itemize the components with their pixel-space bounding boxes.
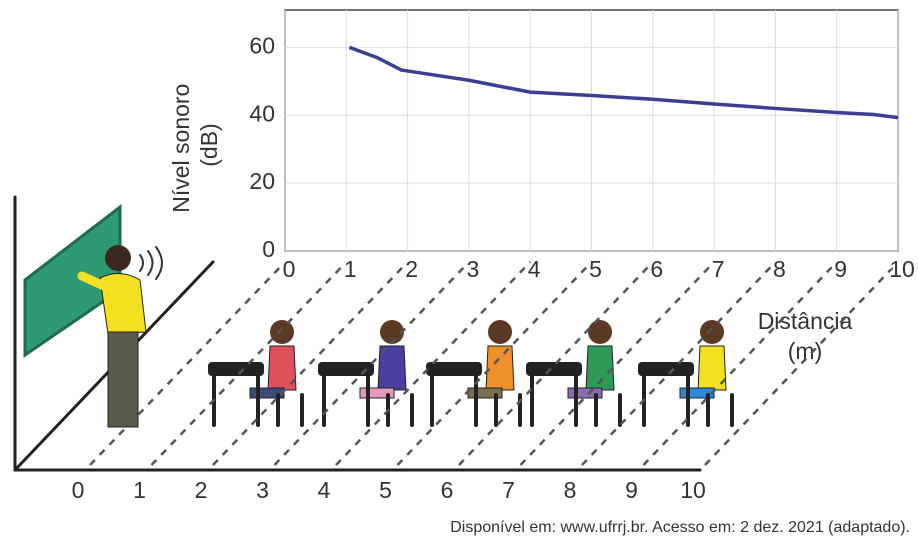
student-head bbox=[700, 320, 724, 344]
floor-guide bbox=[212, 261, 409, 466]
floor-guide bbox=[273, 261, 470, 466]
student-head bbox=[488, 320, 512, 344]
x-tick-label: 2 bbox=[405, 256, 418, 282]
student-head bbox=[380, 320, 404, 344]
floor-tick-label: 3 bbox=[256, 477, 269, 503]
student-body bbox=[697, 345, 727, 391]
floor-tick-label: 1 bbox=[133, 477, 146, 503]
y-tick-label: 20 bbox=[249, 168, 275, 194]
floor-guide bbox=[458, 261, 654, 466]
desk-legs bbox=[430, 374, 522, 427]
student-body bbox=[377, 345, 407, 391]
student-legs bbox=[567, 387, 603, 399]
x-tick-label: 6 bbox=[650, 256, 663, 282]
floor-tick-label: 0 bbox=[72, 477, 85, 503]
floor-tick-label: 2 bbox=[195, 477, 208, 503]
desk-legs bbox=[322, 374, 414, 427]
x-tick-label: 1 bbox=[344, 256, 357, 282]
y-axis-label: Nível sonoro (dB) bbox=[168, 77, 222, 213]
floor-tick-label: 9 bbox=[625, 477, 638, 503]
floor-guide bbox=[704, 261, 899, 466]
floor-guide bbox=[519, 261, 716, 466]
y-tick-label: 40 bbox=[249, 100, 275, 126]
desk-legs bbox=[530, 374, 622, 427]
y-axis-label-line: (dB) bbox=[196, 123, 222, 166]
desk-top bbox=[426, 362, 482, 376]
student-body bbox=[485, 345, 515, 391]
floor-tick-label: 7 bbox=[502, 477, 515, 503]
desk-top bbox=[526, 362, 582, 376]
floor-guide bbox=[89, 261, 286, 466]
student-head bbox=[270, 320, 294, 344]
floor-guide bbox=[150, 261, 348, 466]
y-axis-label-line: Nível sonoro bbox=[168, 84, 194, 213]
floor-tick-label: 8 bbox=[564, 477, 577, 503]
student-legs bbox=[679, 387, 715, 399]
floor-tick-label: 10 bbox=[680, 477, 706, 503]
student-legs bbox=[359, 387, 395, 399]
floor-tick-label: 6 bbox=[441, 477, 454, 503]
x-tick-label: 7 bbox=[712, 256, 725, 282]
desk-top bbox=[318, 362, 374, 376]
x-tick-label: 5 bbox=[589, 256, 602, 282]
x-tick-label: 10 bbox=[889, 256, 915, 282]
floor-guide bbox=[335, 261, 532, 466]
student-legs bbox=[249, 387, 285, 399]
y-tick-label: 0 bbox=[262, 236, 275, 262]
student-head bbox=[588, 320, 612, 344]
grid bbox=[284, 10, 899, 252]
desk-top bbox=[208, 362, 264, 376]
x-tick-label: 4 bbox=[528, 256, 541, 282]
floor-tick-label: 5 bbox=[379, 477, 392, 503]
students bbox=[208, 320, 734, 427]
source: Disponível em: www.ufrrj.br. Acesso em: … bbox=[450, 519, 910, 536]
student-body bbox=[267, 345, 297, 391]
teacher bbox=[77, 245, 163, 428]
floor-guide bbox=[642, 261, 838, 466]
x-tick-label: 3 bbox=[467, 256, 480, 282]
x-tick-label: 9 bbox=[834, 256, 847, 282]
floor-tick-label: 4 bbox=[318, 477, 331, 503]
y-tick-label: 60 bbox=[249, 32, 275, 58]
x-tick-label: 0 bbox=[283, 256, 296, 282]
floor-guide bbox=[581, 261, 777, 466]
floor-guide bbox=[396, 261, 593, 466]
classroom bbox=[13, 195, 734, 472]
data-line bbox=[348, 45, 899, 120]
x-tick-label: 8 bbox=[773, 256, 786, 282]
student-body bbox=[585, 345, 615, 391]
desk-top bbox=[638, 362, 694, 376]
